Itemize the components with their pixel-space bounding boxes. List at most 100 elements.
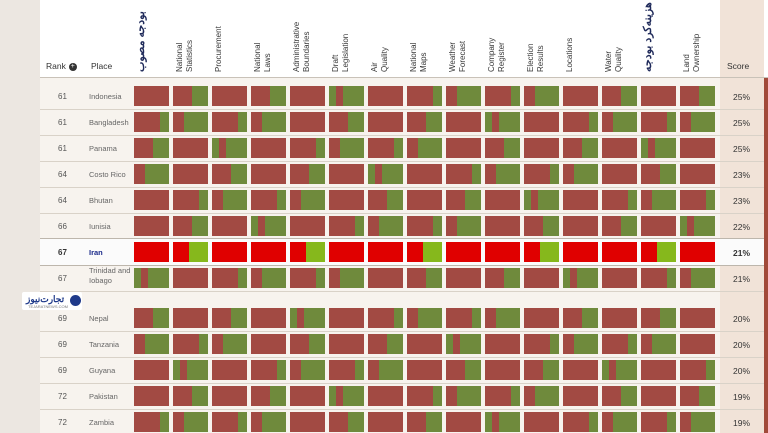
availability-bar[interactable] xyxy=(270,86,286,106)
availability-bar[interactable] xyxy=(290,268,317,288)
availability-bar[interactable] xyxy=(144,164,169,184)
availability-bar[interactable] xyxy=(485,164,496,184)
availability-bar[interactable] xyxy=(329,216,356,236)
availability-bar[interactable] xyxy=(343,86,364,106)
availability-bar[interactable] xyxy=(407,86,434,106)
availability-bar[interactable] xyxy=(407,190,442,210)
availability-bar[interactable] xyxy=(612,412,637,432)
availability-bar[interactable] xyxy=(524,308,559,328)
availability-bar[interactable] xyxy=(173,334,200,354)
availability-bar[interactable] xyxy=(219,138,226,158)
availability-bar[interactable] xyxy=(153,308,169,328)
availability-bar[interactable] xyxy=(378,360,403,380)
availability-bar[interactable] xyxy=(407,138,418,158)
availability-bar[interactable] xyxy=(212,112,239,132)
column-header-14[interactable]: هزینه‌کرد بودجه xyxy=(642,2,654,72)
availability-bar[interactable] xyxy=(667,268,676,288)
availability-bar[interactable] xyxy=(680,216,687,236)
availability-bar[interactable] xyxy=(550,334,559,354)
availability-bar[interactable] xyxy=(621,386,637,406)
availability-bar[interactable] xyxy=(300,360,325,380)
availability-bar[interactable] xyxy=(602,164,637,184)
availability-bar[interactable] xyxy=(667,112,676,132)
availability-bar[interactable] xyxy=(290,360,301,380)
availability-bar[interactable] xyxy=(680,412,691,432)
availability-bar[interactable] xyxy=(251,138,286,158)
availability-bar[interactable] xyxy=(297,308,304,328)
availability-bar[interactable] xyxy=(563,216,598,236)
availability-bar[interactable] xyxy=(563,360,598,380)
availability-bar[interactable] xyxy=(524,112,559,132)
availability-bar[interactable] xyxy=(173,216,193,236)
availability-bar[interactable] xyxy=(621,216,637,236)
availability-bar[interactable] xyxy=(407,386,434,406)
availability-bar[interactable] xyxy=(387,190,403,210)
availability-bar[interactable] xyxy=(680,112,691,132)
availability-bar[interactable] xyxy=(660,164,676,184)
availability-bar[interactable] xyxy=(368,112,403,132)
availability-bar[interactable] xyxy=(300,190,325,210)
availability-bar[interactable] xyxy=(173,86,193,106)
availability-bar[interactable] xyxy=(495,164,520,184)
availability-bar[interactable] xyxy=(368,412,403,432)
availability-bar[interactable] xyxy=(238,112,247,132)
availability-bar[interactable] xyxy=(511,386,520,406)
availability-bar[interactable] xyxy=(563,386,598,406)
column-header-11[interactable]: Election Results xyxy=(526,44,546,72)
column-header-6[interactable]: Draft Legislation xyxy=(331,34,351,72)
availability-bar[interactable] xyxy=(348,412,364,432)
availability-bar[interactable] xyxy=(407,216,434,236)
availability-bar[interactable] xyxy=(485,86,512,106)
availability-bar[interactable] xyxy=(456,86,481,106)
availability-bar[interactable] xyxy=(134,112,161,132)
availability-bar[interactable] xyxy=(212,412,239,432)
availability-bar[interactable] xyxy=(141,268,148,288)
availability-bar[interactable] xyxy=(199,190,208,210)
availability-bar[interactable] xyxy=(680,164,715,184)
availability-bar[interactable] xyxy=(407,242,423,262)
plus-circle-icon[interactable]: + xyxy=(68,62,77,71)
availability-bar[interactable] xyxy=(456,386,481,406)
availability-bar[interactable] xyxy=(329,268,340,288)
availability-bar[interactable] xyxy=(290,242,306,262)
place-column-header[interactable]: Place xyxy=(91,61,113,71)
availability-bar[interactable] xyxy=(485,242,520,262)
availability-bar[interactable] xyxy=(251,412,262,432)
availability-bar[interactable] xyxy=(485,360,520,380)
availability-bar[interactable] xyxy=(589,112,598,132)
availability-bar[interactable] xyxy=(265,216,286,236)
availability-bar[interactable] xyxy=(524,334,551,354)
availability-bar[interactable] xyxy=(173,138,208,158)
column-header-3[interactable]: Procurement xyxy=(214,26,224,72)
column-header-4[interactable]: National Laws xyxy=(253,43,273,72)
availability-bar[interactable] xyxy=(134,268,141,288)
availability-bar[interactable] xyxy=(251,242,286,262)
availability-bar[interactable] xyxy=(641,138,648,158)
availability-bar[interactable] xyxy=(524,138,559,158)
availability-bar[interactable] xyxy=(355,360,364,380)
availability-bar[interactable] xyxy=(446,334,453,354)
availability-bar[interactable] xyxy=(539,242,559,262)
column-header-1[interactable]: بودجه مصوب xyxy=(135,11,147,72)
availability-bar[interactable] xyxy=(329,308,364,328)
availability-bar[interactable] xyxy=(680,360,707,380)
availability-bar[interactable] xyxy=(651,190,676,210)
availability-bar[interactable] xyxy=(582,138,598,158)
availability-bar[interactable] xyxy=(499,112,520,132)
availability-bar[interactable] xyxy=(212,386,247,406)
availability-bar[interactable] xyxy=(336,386,343,406)
availability-bar[interactable] xyxy=(485,386,512,406)
availability-bar[interactable] xyxy=(563,308,583,328)
availability-bar[interactable] xyxy=(212,86,247,106)
availability-bar[interactable] xyxy=(602,308,637,328)
availability-bar[interactable] xyxy=(134,86,169,106)
availability-bar[interactable] xyxy=(304,308,325,328)
availability-bar[interactable] xyxy=(368,216,379,236)
availability-bar[interactable] xyxy=(316,268,325,288)
availability-bar[interactable] xyxy=(641,268,668,288)
column-header-2[interactable]: National Statistics xyxy=(175,40,195,72)
availability-bar[interactable] xyxy=(660,308,676,328)
place-name[interactable]: Indonesia xyxy=(89,92,122,101)
availability-bar[interactable] xyxy=(329,164,364,184)
availability-bar[interactable] xyxy=(173,412,184,432)
